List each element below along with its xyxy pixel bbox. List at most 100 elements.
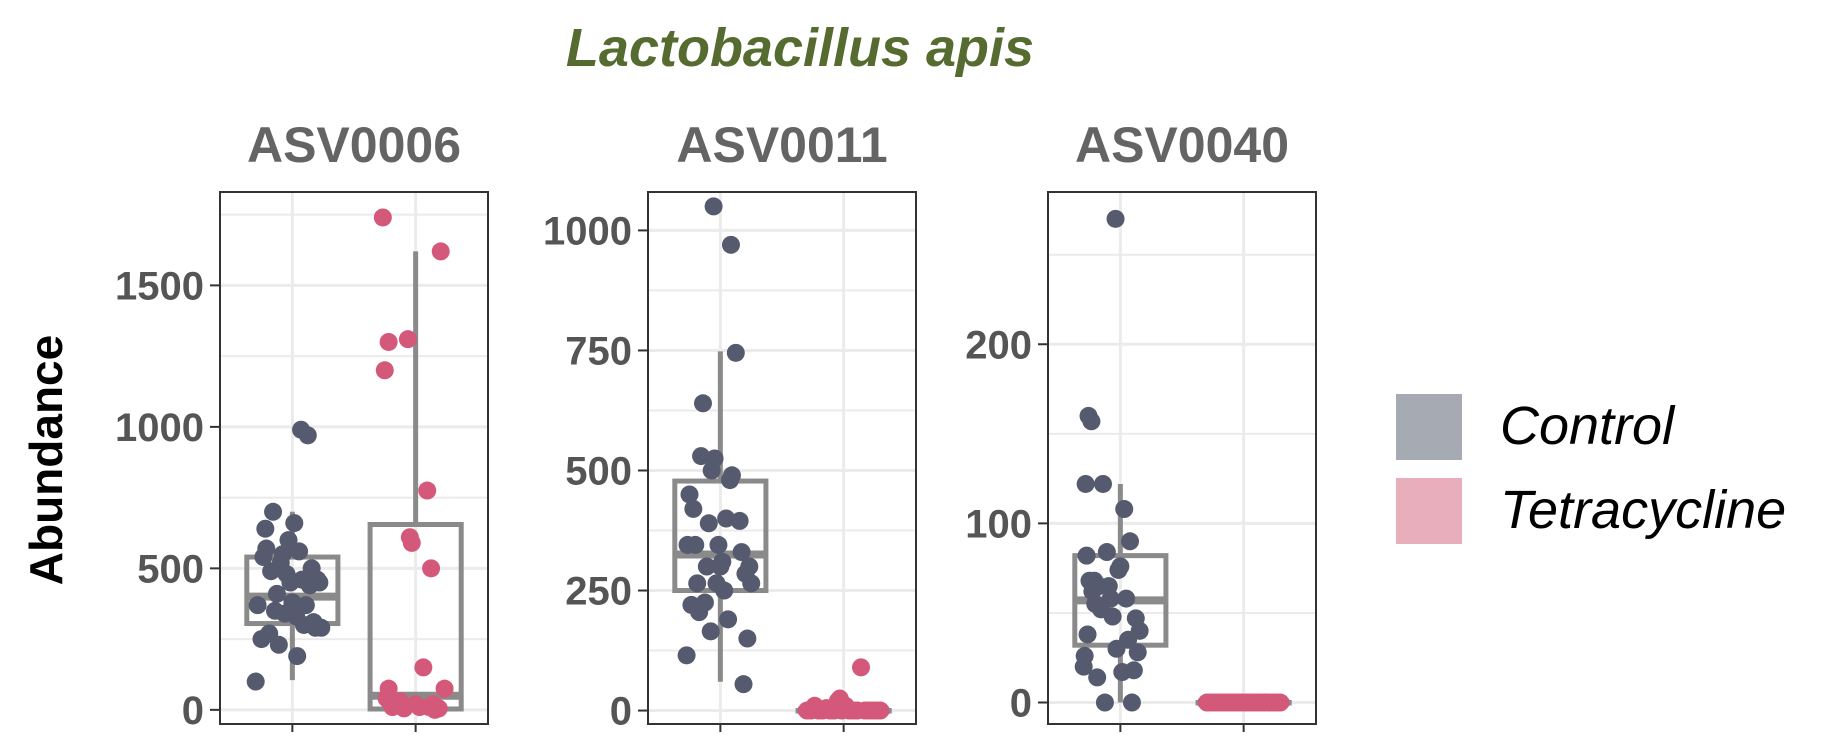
data-point	[290, 542, 309, 561]
data-point	[705, 449, 724, 468]
panel-asv0040: ASV0040 0 100 200	[965, 117, 1317, 732]
data-point	[713, 552, 732, 571]
data-point	[732, 543, 751, 562]
data-point	[734, 675, 753, 694]
y-axis-label: Abundance	[20, 335, 72, 585]
data-point	[719, 610, 738, 629]
data-point	[686, 535, 705, 554]
data-point	[422, 559, 441, 578]
data-point	[296, 596, 315, 615]
y-tick-label: 500	[137, 547, 204, 591]
data-point	[693, 394, 712, 413]
legend-item-control: Control	[1396, 394, 1676, 460]
data-point	[699, 514, 718, 533]
chart-title: Lactobacillus apis	[566, 18, 1034, 78]
data-point	[267, 584, 286, 603]
data-point	[1122, 693, 1141, 712]
data-point	[1106, 209, 1125, 228]
data-point	[1111, 557, 1130, 576]
chart-panels: ASV0006050010001500ASV001102505007501000…	[115, 117, 1317, 734]
data-point	[1095, 693, 1114, 712]
legend-item-tetracycline: Tetracycline	[1396, 478, 1786, 544]
data-point	[279, 531, 298, 550]
data-point	[742, 574, 761, 593]
points-tetracycline	[797, 658, 890, 720]
data-point	[1082, 412, 1101, 431]
data-point	[431, 242, 450, 261]
data-point	[312, 618, 331, 637]
points-tetracycline	[1197, 693, 1290, 712]
data-point	[402, 533, 421, 552]
y-tick-label: 500	[565, 449, 632, 493]
data-point	[298, 426, 317, 445]
data-point	[688, 574, 707, 593]
points-control	[246, 420, 331, 691]
legend-label: Tetracycline	[1500, 480, 1786, 540]
data-point	[269, 635, 288, 654]
data-point	[418, 481, 437, 500]
data-point	[677, 646, 696, 665]
data-point	[379, 332, 398, 351]
data-point	[697, 557, 716, 576]
strip-label: ASV0006	[247, 117, 461, 173]
data-point	[1088, 668, 1107, 687]
data-point	[248, 596, 267, 615]
data-point	[288, 647, 307, 666]
legend-label: Control	[1500, 396, 1676, 456]
y-tick-label: 1000	[115, 406, 204, 450]
data-point	[379, 679, 398, 698]
y-tick-label: 100	[965, 502, 1032, 546]
panel-border	[1047, 191, 1317, 725]
data-point	[715, 581, 734, 600]
y-tick-label: 1500	[115, 264, 204, 308]
legend-key	[1396, 394, 1462, 460]
data-point	[414, 658, 433, 677]
y-tick-label: 0	[610, 690, 632, 734]
data-point	[1128, 643, 1147, 662]
data-point	[721, 235, 740, 254]
data-point	[871, 701, 890, 720]
y-tick-label: 250	[565, 570, 632, 614]
data-point	[283, 593, 302, 612]
data-point	[1121, 532, 1140, 551]
data-point	[264, 502, 283, 521]
data-point	[680, 485, 699, 504]
data-point	[257, 539, 276, 558]
data-point	[1124, 661, 1143, 680]
data-point	[1130, 621, 1149, 640]
data-point	[398, 330, 417, 349]
data-point	[435, 679, 454, 698]
legend-key	[1396, 478, 1462, 544]
data-point	[722, 466, 741, 485]
panel-border	[647, 191, 917, 725]
data-point	[730, 511, 749, 530]
data-point	[1076, 474, 1095, 493]
panel-asv0006: ASV0006 0 500 1000 1500	[115, 117, 489, 733]
strip-label: ASV0011	[676, 117, 887, 173]
strip-label: ASV0040	[1075, 117, 1289, 173]
data-point	[310, 573, 329, 592]
data-point	[1117, 589, 1136, 608]
data-point	[256, 519, 275, 538]
data-point	[738, 629, 757, 648]
y-tick-label: 1000	[543, 209, 632, 253]
data-point	[1077, 546, 1096, 565]
y-tick-label: 0	[1010, 682, 1032, 726]
data-point	[692, 447, 711, 466]
data-point	[852, 658, 871, 677]
panel-border	[219, 191, 489, 725]
data-point	[726, 343, 745, 362]
y-tick-label: 200	[965, 323, 1032, 367]
data-point	[740, 557, 759, 576]
data-point	[695, 593, 714, 612]
data-point	[1078, 625, 1097, 644]
data-point	[429, 699, 448, 718]
data-point	[1103, 607, 1122, 626]
data-point	[1097, 543, 1116, 562]
data-point	[1101, 589, 1120, 608]
y-tick-label: 750	[565, 329, 632, 373]
y-tick-label: 0	[182, 689, 204, 733]
data-point	[1271, 693, 1290, 712]
data-point	[1093, 474, 1112, 493]
